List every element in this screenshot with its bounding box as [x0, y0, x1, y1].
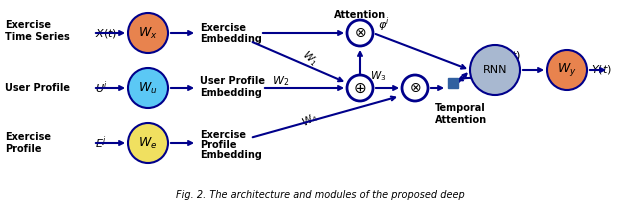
Text: User Profile: User Profile — [5, 83, 70, 93]
Text: Embedding: Embedding — [200, 34, 262, 44]
Text: Time Series: Time Series — [5, 32, 70, 42]
Text: Exercise: Exercise — [200, 130, 246, 140]
Circle shape — [347, 75, 373, 101]
Text: RNN: RNN — [483, 65, 508, 75]
Text: $h(t)$: $h(t)$ — [500, 50, 521, 63]
Text: Exercise: Exercise — [5, 20, 51, 30]
Text: $W_1$: $W_1$ — [300, 47, 321, 68]
Circle shape — [128, 123, 168, 163]
Text: Fig. 2. The architecture and modules of the proposed deep: Fig. 2. The architecture and modules of … — [175, 190, 465, 200]
Text: Attention: Attention — [435, 115, 487, 125]
Text: $\varphi^i$: $\varphi^i$ — [378, 16, 390, 34]
Bar — [448, 78, 458, 88]
Circle shape — [128, 13, 168, 53]
Text: Embedding: Embedding — [200, 88, 262, 98]
Text: Profile: Profile — [5, 144, 42, 154]
Text: $W_u$: $W_u$ — [138, 80, 157, 96]
Text: $W_x$: $W_x$ — [138, 25, 158, 41]
Text: $W_3$: $W_3$ — [370, 69, 387, 83]
Text: Profile: Profile — [200, 140, 237, 150]
Text: $W_2$: $W_2$ — [272, 74, 289, 88]
Text: $\otimes$: $\otimes$ — [354, 26, 366, 40]
Text: $W_4$: $W_4$ — [300, 110, 321, 130]
Text: User Profile: User Profile — [200, 76, 265, 86]
Text: Temporal: Temporal — [435, 103, 486, 113]
Text: Exercise: Exercise — [200, 23, 246, 33]
Text: Exercise: Exercise — [5, 132, 51, 142]
Text: $\otimes$: $\otimes$ — [409, 81, 421, 95]
Circle shape — [347, 20, 373, 46]
Text: Embedding: Embedding — [200, 150, 262, 160]
Circle shape — [547, 50, 587, 90]
Text: $Y(t)$: $Y(t)$ — [591, 63, 612, 76]
Text: $X(t)$: $X(t)$ — [95, 26, 117, 39]
Circle shape — [402, 75, 428, 101]
Circle shape — [470, 45, 520, 95]
Text: $W_y$: $W_y$ — [557, 62, 577, 79]
Text: $E^j$: $E^j$ — [95, 135, 107, 151]
Circle shape — [128, 68, 168, 108]
Text: Attention: Attention — [334, 10, 386, 20]
Text: $U^i$: $U^i$ — [95, 80, 108, 96]
Text: $W_e$: $W_e$ — [138, 135, 157, 151]
Text: $\oplus$: $\oplus$ — [353, 80, 367, 96]
